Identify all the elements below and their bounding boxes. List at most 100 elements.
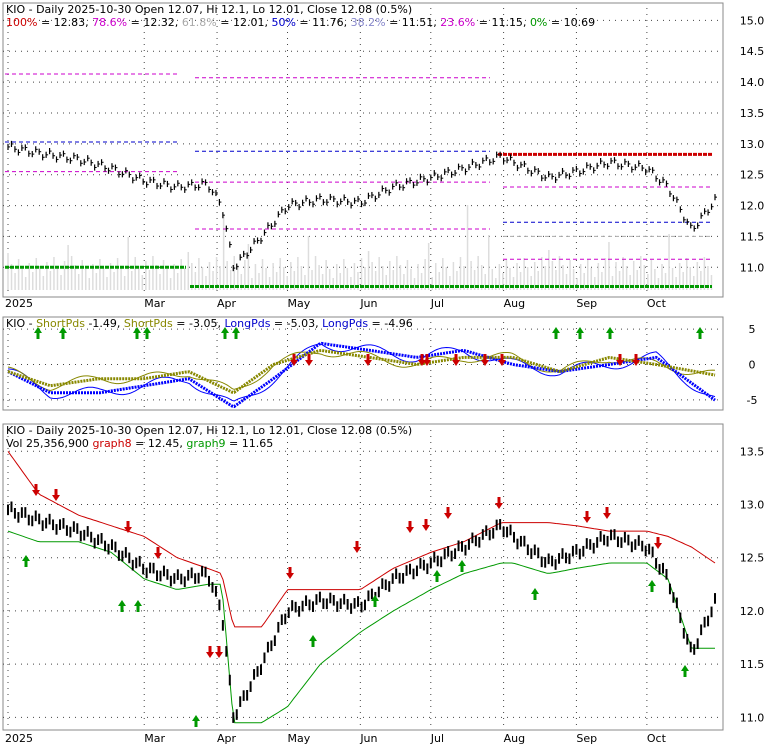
fib-label: 0% (530, 16, 547, 29)
y-tick-label: 11.0 (740, 711, 765, 724)
buy-arrow-stem (533, 594, 537, 600)
x-tick-label: 2025 (5, 297, 33, 310)
fib-label: 78.6% (92, 16, 127, 29)
longpds-line (7, 341, 716, 409)
buy-arrow (34, 327, 42, 333)
sell-arrow (444, 513, 452, 519)
x-tick-label: May (288, 732, 311, 745)
oscillator-lines (7, 341, 716, 409)
sell-arrow-stem (454, 354, 458, 360)
y-tick-label: 13.0 (740, 499, 765, 512)
sell-arrow (616, 360, 624, 366)
y-tick-label: -5 (747, 394, 758, 407)
fib-label: 61.8% (182, 16, 217, 29)
sell-arrow (52, 495, 60, 501)
buy-arrow (371, 595, 379, 601)
y-tick-label: 5 (749, 323, 756, 336)
sell-arrow-stem (634, 354, 638, 360)
oscillator-y-axis: 5 0 -5 (747, 323, 758, 407)
x-tick-label: Sep (576, 732, 597, 745)
oscillator-arrows (34, 327, 704, 366)
sell-arrow (206, 652, 214, 658)
y-tick-label: 14.5 (740, 45, 765, 58)
sell-arrow-stem (446, 507, 450, 513)
sell-arrow (154, 553, 162, 559)
oscillator-header: KIO - ShortPds -1.49, ShortPds = -3.05, … (6, 317, 413, 330)
y-tick-label: 14.0 (740, 76, 765, 89)
signal-panel-title: KIO - Daily 2025-10-30 Open 12.07, Hi 12… (6, 424, 412, 437)
graph9-line (7, 530, 715, 724)
fib-label: 23.6% (440, 16, 475, 29)
signal-price-bars (7, 501, 716, 723)
buy-arrow (309, 635, 317, 641)
fib-label: 100% (6, 16, 37, 29)
sell-arrow (452, 360, 460, 366)
price-panel (2, 2, 724, 298)
graph8-line (7, 451, 716, 628)
sell-arrow-stem (425, 354, 429, 360)
sell-arrow (495, 503, 503, 509)
buy-arrow (696, 327, 704, 333)
price-x-axis: 2025 Mar Apr May Jun Jul Aug Sep Oct (5, 297, 667, 310)
buy-arrow-stem (234, 333, 238, 339)
oscillator-legend-part: LongPds (224, 317, 270, 330)
x-tick-label: Oct (647, 732, 667, 745)
sell-arrow (406, 527, 414, 533)
oscillator-legend-part: KIO - (6, 317, 36, 330)
oscillator-legend-part: -1.49, (85, 317, 124, 330)
buy-arrow-stem (608, 333, 612, 339)
sell-arrow-stem (126, 521, 130, 527)
x-tick-label: Aug (504, 732, 525, 745)
sell-arrow-stem (483, 354, 487, 360)
buy-arrow-stem (145, 333, 149, 339)
buy-arrow (681, 665, 689, 671)
sell-arrow-stem (420, 354, 424, 360)
buy-arrow-stem (435, 576, 439, 582)
sell-arrow (481, 360, 489, 366)
buy-arrow-stem (311, 641, 315, 647)
x-tick-label: Apr (217, 732, 237, 745)
buy-arrow-stem (683, 671, 687, 677)
sell-arrow-stem (408, 521, 412, 527)
buy-arrow (192, 715, 200, 721)
signal-header: KIO - Daily 2025-10-30 Open 12.07, Hi 12… (6, 424, 412, 450)
buy-arrow-stem (373, 601, 377, 607)
y-tick-label: 12.0 (740, 605, 765, 618)
oscillator-legend: KIO - ShortPds -1.49, ShortPds = -3.05, … (6, 317, 413, 330)
signal-legend-part: graph8 (92, 437, 131, 450)
buy-arrow-stem (554, 333, 558, 339)
fib-label: 50% (271, 16, 295, 29)
sell-arrow (498, 360, 506, 366)
y-tick-label: 13.0 (740, 138, 765, 151)
price-y-axis: 15.0 14.5 14.0 13.5 13.0 12.5 12.0 11.5 11.0 (740, 14, 765, 274)
y-tick-label: 15.0 (740, 14, 765, 27)
signal-lines (7, 451, 716, 724)
sell-arrow-stem (307, 354, 311, 360)
oscillator-legend-part: = -3.05, (173, 317, 225, 330)
x-tick-label: Jul (430, 297, 444, 310)
sell-arrow (583, 517, 591, 523)
sell-arrow-stem (156, 547, 160, 553)
signal-x-axis: 2025 Mar Apr May Jun Jul Aug Sep Oct (5, 732, 667, 745)
buy-arrow (143, 327, 151, 333)
sell-arrow (215, 652, 223, 658)
buy-arrow-stem (36, 333, 40, 339)
oscillator-legend-part: LongPds (322, 317, 368, 330)
x-tick-label: Oct (647, 297, 667, 310)
y-tick-label: 13.5 (740, 445, 765, 458)
sell-arrow (632, 360, 640, 366)
signal-legend-part: = 12.45, (132, 437, 187, 450)
fib-legend: 100% = 12.83, 78.6% = 12.32, 61.8% = 12.… (6, 16, 595, 29)
buy-arrow (133, 327, 141, 333)
sell-arrow (305, 360, 313, 366)
buy-arrow-stem (136, 606, 140, 612)
x-tick-label: Jun (359, 732, 377, 745)
sell-arrow (364, 360, 372, 366)
oscillator-legend-part: ShortPds (36, 317, 85, 330)
sell-arrow-stem (497, 497, 501, 503)
fib-lines (5, 73, 712, 288)
y-tick-label: 11.5 (740, 658, 765, 671)
buy-arrow (648, 580, 656, 586)
buy-arrow-stem (120, 606, 124, 612)
